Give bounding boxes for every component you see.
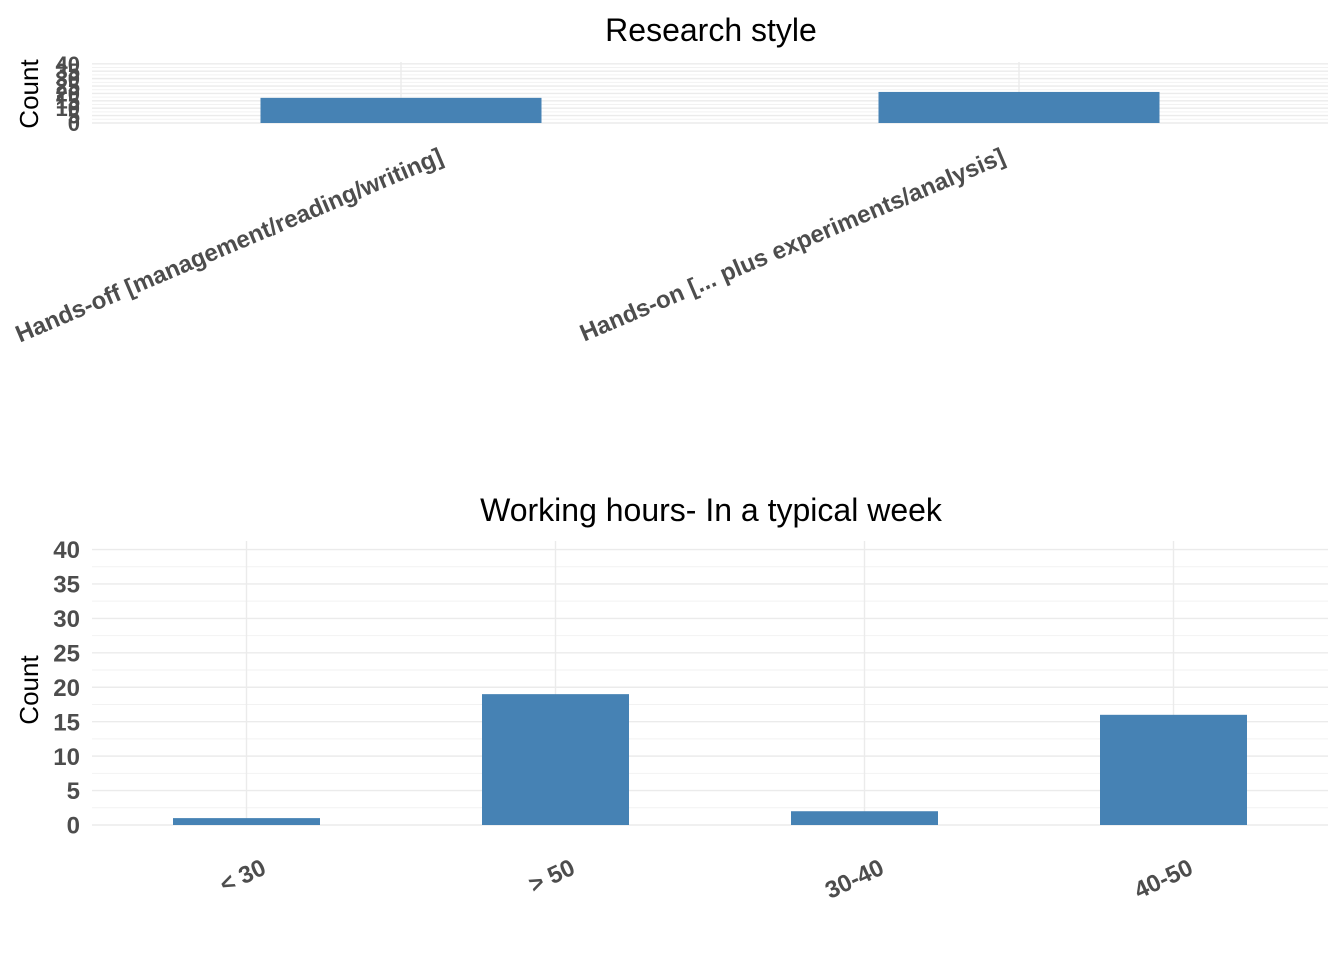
y-tick-label: 30 (56, 67, 80, 92)
y-axis-label: Count (14, 655, 44, 725)
bar (791, 811, 938, 825)
y-axis-label: Count (14, 59, 44, 129)
working-hours-chart: Working hours- In a typical week Count 0… (14, 492, 1328, 905)
y-tick-label: 35 (53, 572, 80, 599)
x-tick-label: > 50 (525, 854, 579, 898)
x-tick-labels: < 30 > 50 30-40 40-50 (216, 854, 1197, 904)
y-tick-label: 20 (56, 81, 80, 106)
y-tick-label: 10 (53, 744, 80, 771)
bar (260, 97, 542, 123)
y-tick-label: 15 (56, 89, 80, 114)
bars (173, 694, 1247, 825)
x-tick-label: 40-50 (1130, 854, 1197, 904)
y-tick-label: 40 (56, 52, 80, 77)
y-tick-label: 25 (56, 74, 80, 99)
y-tick-label: 40 (53, 537, 80, 564)
y-tick-label: 5 (68, 104, 80, 129)
bars (260, 91, 1160, 123)
x-tick-label: Hands-off [management/reading/writing] (12, 143, 447, 348)
chart-title: Working hours- In a typical week (480, 492, 943, 528)
y-tick-label: 25 (53, 640, 80, 667)
bar (1100, 714, 1247, 825)
x-tick-label: 30-40 (821, 854, 888, 904)
bar (173, 818, 320, 825)
y-tick-label: 5 (67, 778, 80, 805)
y-tick-label: 0 (67, 813, 80, 840)
x-tick-labels: Hands-off [management/reading/writing] Ha… (12, 143, 1009, 348)
y-tick-label: 20 (53, 675, 80, 702)
y-tick-label: 15 (53, 709, 80, 736)
y-tick-labels: 0 5 10 15 20 25 30 35 40 (53, 537, 80, 839)
y-tick-label: 10 (56, 96, 80, 121)
y-tick-label: 35 (56, 59, 80, 84)
y-tick-label: 0 (68, 111, 80, 136)
x-tick-label: Hands-on [... plus experiments/analysis] (576, 143, 1009, 347)
bar (878, 91, 1160, 123)
x-tick-label: < 30 (216, 854, 270, 898)
bar (482, 694, 629, 825)
y-tick-label: 30 (53, 606, 80, 633)
chart-title: Research style (605, 12, 817, 48)
